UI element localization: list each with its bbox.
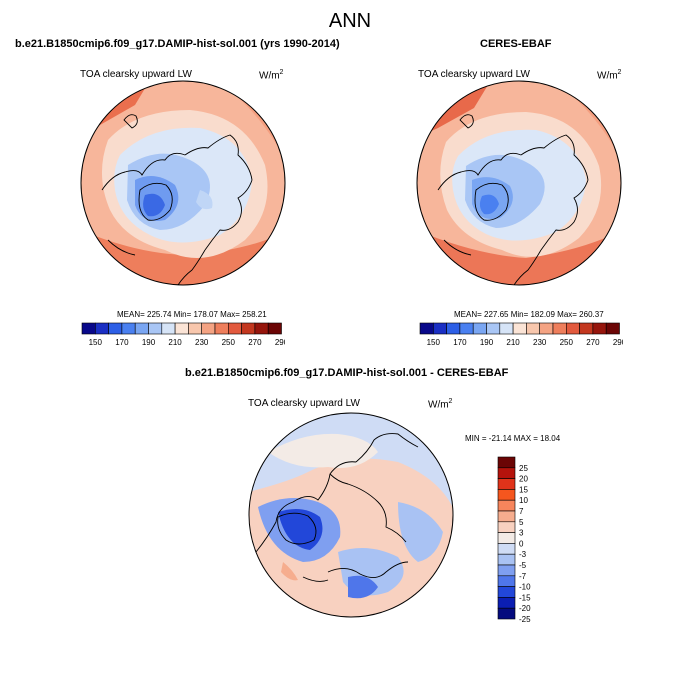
obs-colorbar-swatch — [579, 322, 594, 335]
model-variable-label: TOA clearsky upward LW — [80, 69, 192, 80]
diff-colorbar-swatch — [497, 478, 516, 490]
diff-colorbar-swatch — [497, 553, 516, 566]
diff-colorbar-swatch — [497, 543, 516, 555]
obs-units: W/m2 — [597, 69, 622, 82]
model-colorbar-swatch — [201, 322, 216, 335]
diff-colorbar-swatch — [497, 467, 516, 479]
obs-colorbar-swatch — [566, 322, 580, 335]
model-colorbar-swatch — [108, 322, 123, 335]
obs-colorbar: 150 170 190 210 230 250 270 290 — [419, 322, 623, 347]
model-colorbar-tick-label: 210 — [168, 338, 182, 347]
model-panel-heading: b.e21.B1850cmip6.f09_g17.DAMIP-hist-sol.… — [15, 38, 340, 50]
diff-colorbar-swatch — [497, 586, 516, 598]
model-colorbar-swatch — [148, 322, 163, 335]
diff-colorbar-swatch — [497, 607, 516, 620]
model-colorbar-swatch — [95, 322, 109, 335]
obs-colorbar-swatch — [459, 322, 474, 335]
model-colorbar-tick-label: 270 — [248, 338, 262, 347]
obs-colorbar-swatch — [486, 322, 501, 335]
diff-stats: MIN = -21.14 MAX = 18.04 — [465, 434, 561, 443]
obs-colorbar-tick-label: 190 — [480, 338, 494, 347]
diff-colorbar-swatch — [497, 532, 516, 544]
obs-colorbar-tick-label: 210 — [506, 338, 520, 347]
diff-colorbar-tick-label: 20 — [519, 475, 528, 484]
model-stats: MEAN= 225.74 Min= 178.07 Max= 258.21 — [117, 310, 267, 319]
diff-colorbar-tick-label: -15 — [519, 593, 531, 602]
diff-colorbar-swatch — [497, 564, 516, 577]
obs-colorbar-tick-label: 230 — [533, 338, 547, 347]
diff-colorbar-tick-label: 15 — [519, 485, 528, 494]
diff-colorbar-tick-label: -20 — [519, 604, 531, 613]
diff-variable-label: TOA clearsky upward LW — [248, 398, 360, 409]
obs-variable-label: TOA clearsky upward LW — [418, 69, 530, 80]
diff-units: W/m2 — [428, 398, 453, 411]
diff-colorbar-swatch — [497, 597, 516, 609]
diff-colorbar-swatch — [497, 575, 516, 587]
diff-colorbar-tick-label: -3 — [519, 550, 527, 559]
figure-title: ANN — [328, 10, 372, 32]
obs-colorbar-swatch — [472, 322, 487, 335]
obs-colorbar-swatch — [419, 322, 434, 335]
model-colorbar-swatch — [228, 322, 242, 335]
model-colorbar-swatch — [174, 322, 189, 335]
diff-colorbar-swatch — [497, 510, 516, 523]
model-colorbar-swatch — [134, 322, 149, 335]
model-colorbar-swatch — [161, 322, 176, 335]
model-colorbar: 150 170 190 210 230 250 270 290 — [81, 322, 285, 347]
model-colorbar-swatch — [121, 322, 136, 335]
obs-colorbar-tick-label: 290 — [613, 338, 623, 347]
diff-colorbar-swatch — [497, 499, 516, 512]
diff-colorbar-tick-label: -25 — [519, 615, 531, 624]
obs-colorbar-swatch — [512, 322, 527, 335]
diff-colorbar-tick-label: -5 — [519, 561, 527, 570]
model-units: W/m2 — [259, 69, 284, 82]
model-polar-map — [80, 80, 286, 286]
diff-colorbar-swatch — [497, 456, 516, 469]
model-colorbar-swatch — [267, 322, 282, 335]
obs-colorbar-tick-label: 150 — [427, 338, 441, 347]
model-colorbar-swatch — [214, 322, 229, 335]
diff-colorbar-swatch — [497, 521, 516, 533]
model-colorbar-tick-label: 230 — [195, 338, 209, 347]
obs-colorbar-tick-label: 250 — [560, 338, 574, 347]
obs-panel-heading: CERES-EBAF — [480, 38, 552, 50]
model-colorbar-tick-label: 170 — [115, 338, 129, 347]
diff-colorbar-tick-label: 10 — [519, 496, 528, 505]
diff-colorbar-tick-label: 7 — [519, 507, 524, 516]
diff-colorbar-tick-label: -10 — [519, 583, 531, 592]
diff-colorbar-tick-label: 25 — [519, 464, 528, 473]
model-colorbar-tick-label: 190 — [142, 338, 156, 347]
obs-colorbar-swatch — [592, 322, 607, 335]
diff-colorbar-tick-label: 0 — [519, 539, 524, 548]
obs-colorbar-swatch — [433, 322, 447, 335]
model-colorbar-swatch — [81, 322, 96, 335]
obs-colorbar-swatch — [605, 322, 620, 335]
obs-polar-map — [416, 80, 622, 286]
model-colorbar-swatch — [188, 322, 203, 335]
diff-colorbar-tick-label: -7 — [519, 572, 527, 581]
diff-polar-map — [248, 412, 454, 618]
model-colorbar-tick-label: 250 — [222, 338, 236, 347]
model-colorbar-swatch — [254, 322, 269, 335]
obs-colorbar-swatch — [539, 322, 554, 335]
diff-colorbar-tick-label: 5 — [519, 518, 524, 527]
obs-colorbar-swatch — [526, 322, 541, 335]
obs-colorbar-tick-label: 170 — [453, 338, 467, 347]
obs-colorbar-swatch — [499, 322, 514, 335]
obs-colorbar-swatch — [552, 322, 567, 335]
diff-panel-heading: b.e21.B1850cmip6.f09_g17.DAMIP-hist-sol.… — [185, 367, 509, 379]
obs-colorbar-tick-label: 270 — [586, 338, 600, 347]
obs-colorbar-swatch — [446, 322, 461, 335]
obs-stats: MEAN= 227.65 Min= 182.09 Max= 260.37 — [454, 310, 604, 319]
model-colorbar-swatch — [241, 322, 256, 335]
diff-colorbar-swatch — [497, 489, 516, 501]
diff-colorbar-tick-label: 3 — [519, 529, 524, 538]
model-colorbar-tick-label: 290 — [275, 338, 285, 347]
model-colorbar-tick-label: 150 — [89, 338, 103, 347]
